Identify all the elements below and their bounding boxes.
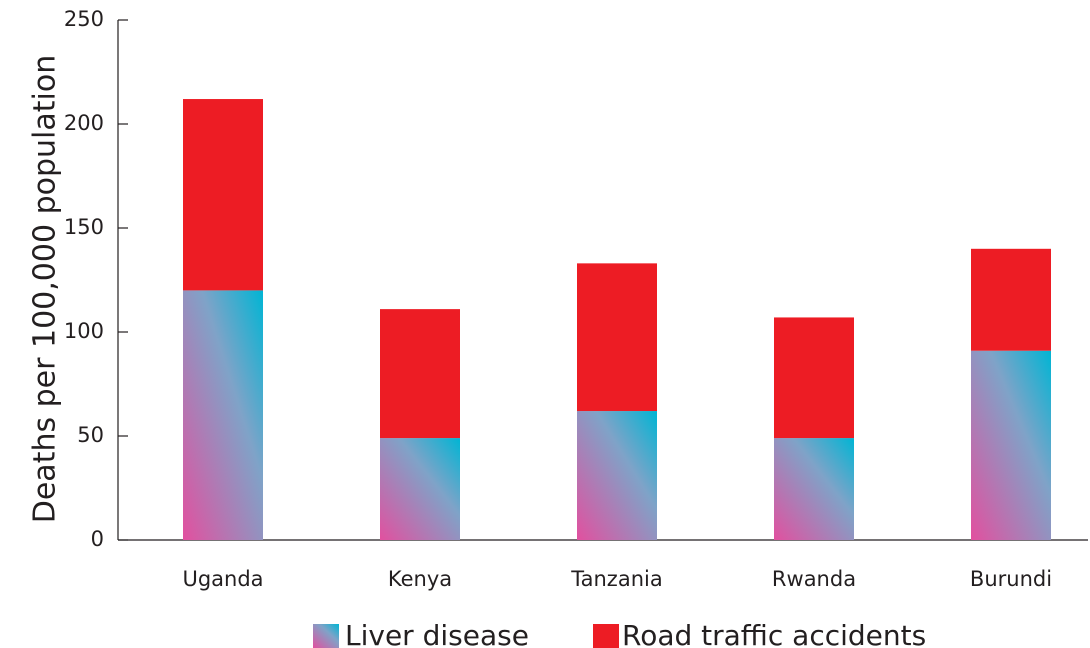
x-tick-label-kenya: Kenya bbox=[388, 567, 452, 591]
y-tick-label: 250 bbox=[64, 7, 104, 31]
y-tick-label: 0 bbox=[91, 527, 104, 551]
x-tick-label-rwanda: Rwanda bbox=[772, 567, 856, 591]
y-axis: 0 50 100 150 200 250 Deaths per 100,000 popul… bbox=[28, 7, 128, 551]
bar-liver-disease-kenya bbox=[380, 438, 460, 540]
bar-liver-disease-rwanda bbox=[774, 438, 854, 540]
bar-road-traffic-accidents-burundi bbox=[971, 248, 1051, 351]
y-tick-label: 100 bbox=[64, 319, 104, 343]
bar-road-traffic-accidents-kenya bbox=[380, 309, 460, 439]
legend-swatch-road-traffic-accidents bbox=[593, 624, 619, 648]
y-axis-label: Deaths per 100,000 population bbox=[28, 55, 63, 524]
x-tick-labels: Uganda Kenya Tanzania Rwanda Burundi bbox=[182, 567, 1052, 591]
x-tick-label-tanzania: Tanzania bbox=[570, 567, 662, 591]
x-axis: Uganda Kenya Tanzania Rwanda Burundi bbox=[118, 539, 1088, 591]
bar-road-traffic-accidents-rwanda bbox=[774, 317, 854, 439]
bar-liver-disease-uganda bbox=[183, 290, 263, 540]
bars bbox=[183, 99, 1051, 540]
legend-label-liver-disease: Liver disease bbox=[345, 619, 529, 648]
bar-road-traffic-accidents-uganda bbox=[183, 99, 263, 291]
legend: Liver disease Road traffic accidents bbox=[313, 619, 926, 648]
y-tick-label: 50 bbox=[77, 423, 104, 447]
y-tick-label: 200 bbox=[64, 111, 104, 135]
legend-swatch-liver-disease bbox=[313, 624, 339, 648]
legend-label-road-traffic-accidents: Road traffic accidents bbox=[622, 619, 926, 648]
bar-road-traffic-accidents-tanzania bbox=[577, 263, 657, 412]
x-tick-label-burundi: Burundi bbox=[970, 567, 1052, 591]
y-ticks: 0 50 100 150 200 250 bbox=[64, 7, 128, 551]
x-tick-label-uganda: Uganda bbox=[182, 567, 263, 591]
bar-liver-disease-burundi bbox=[971, 350, 1051, 540]
bar-liver-disease-tanzania bbox=[577, 411, 657, 540]
y-tick-label: 150 bbox=[64, 215, 104, 239]
